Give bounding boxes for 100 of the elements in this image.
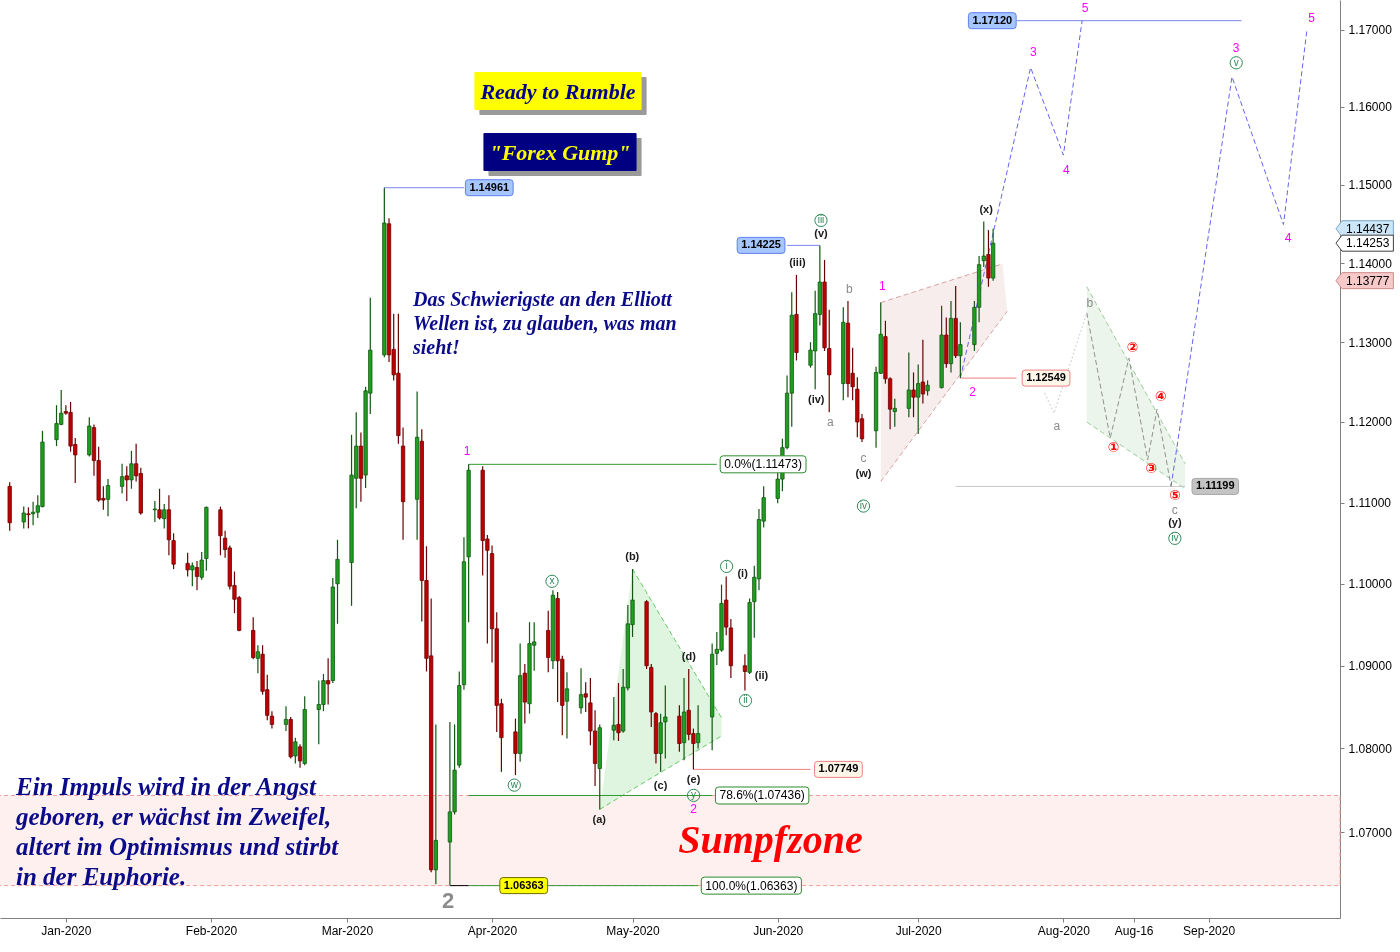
candlestick [326,657,331,706]
x-tick-label: Jun-2020 [753,923,804,938]
candlestick [696,704,701,750]
annotation: 0.0%(1.11473) [724,457,803,472]
candlestick [958,321,963,379]
annotation: a [827,415,835,430]
annotation: 3 [1232,40,1240,55]
x-tick-label: Aug-16 [1114,923,1154,938]
line-series [1086,312,1172,487]
annotation: 100.0%(1.06363) [705,878,798,893]
annotation: 1.11199 [1196,479,1235,492]
y-tick-label: 1.17000 [1348,23,1393,38]
annotation: (ii) [754,669,769,682]
annotation: (y) [1168,516,1182,529]
annotation: 4 [1284,230,1292,245]
y-tick-label: 1.08000 [1348,741,1393,756]
line-series [1170,29,1308,487]
annotation: (d) [681,650,697,663]
annotation: (w) [855,467,872,480]
candlestick [583,681,588,713]
annotation: ③ [1145,459,1158,476]
candlestick [255,644,260,674]
text: "Forex Gump" [489,140,631,165]
candlestick [906,351,911,418]
y-tick-label: 1.16000 [1348,100,1393,115]
annotation: v [1233,56,1239,68]
candlestick [129,450,134,490]
y-tick-label: 1.14000 [1348,256,1393,271]
candlestick [611,696,616,741]
candlestick [162,503,167,530]
annotation: ① [1107,439,1120,456]
annotation: 1.06363 [503,878,544,891]
x-tick-label: Feb-2020 [185,923,238,938]
annotation: b [845,281,853,296]
candlestick [152,500,157,523]
y-tick-label: 1.15000 [1348,178,1393,193]
x-tick-label: Apr-2020 [467,923,518,938]
annotation: 3 [1029,44,1037,59]
candlestick [119,463,125,495]
candlestick [194,560,200,591]
annotation: 1 [463,444,471,459]
y-tick-label: 1.12000 [1348,415,1393,430]
candlestick [578,667,584,715]
annotation: Ein Impuls wird in der Angst geboren, er wächst im Zweifel, altert im Optimismus und stirbt in der Euphorie. [15,773,340,890]
annotation: ② [1126,339,1139,356]
annotation: (i) [737,567,749,580]
annotation: c [1171,503,1178,518]
annotation: 1.17120 [972,13,1013,26]
annotation: 5 [1081,0,1089,15]
y-tick-label: 1.09000 [1348,659,1393,674]
candlestick [26,506,31,530]
candlestick [157,488,162,521]
annotation: (e) [686,773,701,786]
annotation: Das Schwierigste an den Elliott Wellen ist, zu glauben, was man sieht! [412,288,677,358]
candlestick [297,743,303,769]
annotation: (iii) [789,255,806,268]
candlestick [742,653,748,692]
annotation: ii [743,694,748,706]
candlestick [293,737,298,765]
x-tick-label: May-2020 [606,923,661,938]
annotation: 1.12549 [1026,371,1066,384]
candlestick [185,552,190,578]
candlestick [513,718,518,776]
annotation: x [549,575,555,587]
annotation: (iv) [808,393,825,406]
band-label: Sumpfzone [678,816,863,862]
candlestick [986,229,991,288]
annotation: 2 [690,802,698,817]
annotation: (x) [979,203,994,216]
candlestick [199,551,204,581]
candlestick [911,371,916,418]
candlestick [892,398,897,428]
candlestick [105,478,111,517]
text: 1.13777 [1345,273,1390,288]
annotation: ⑤ [1168,487,1181,504]
annotation: b [1086,295,1094,310]
annotation: (a) [592,813,607,826]
annotation: 1 [878,278,886,293]
x-tick-label: Aug-2020 [1037,923,1091,938]
x-tick-label: Sep-2020 [1183,923,1236,938]
x-tick-label: Jul-2020 [895,923,943,938]
candlestick [283,705,289,732]
annotation: (v) [814,227,829,240]
text: 1.14253 [1345,236,1390,251]
candlestick [21,505,26,530]
y-tick-label: 1.10000 [1348,577,1393,592]
candlestick [564,671,570,740]
annotation: y [691,789,697,801]
annotation: 4 [1062,163,1070,178]
y-tick-label: 1.07000 [1348,825,1393,840]
annotation: 78.6%(1.07436) [719,788,805,803]
annotation: 5 [1308,10,1316,25]
candlestick [190,561,195,587]
y-tick-label: 1.13000 [1348,335,1393,350]
candlestick [920,339,925,405]
text: 1.14437 [1345,221,1390,236]
annotation: (c) [653,778,668,791]
annotation: 2 [969,385,977,400]
annotation: ④ [1154,388,1167,405]
annotation: a [1053,419,1061,434]
